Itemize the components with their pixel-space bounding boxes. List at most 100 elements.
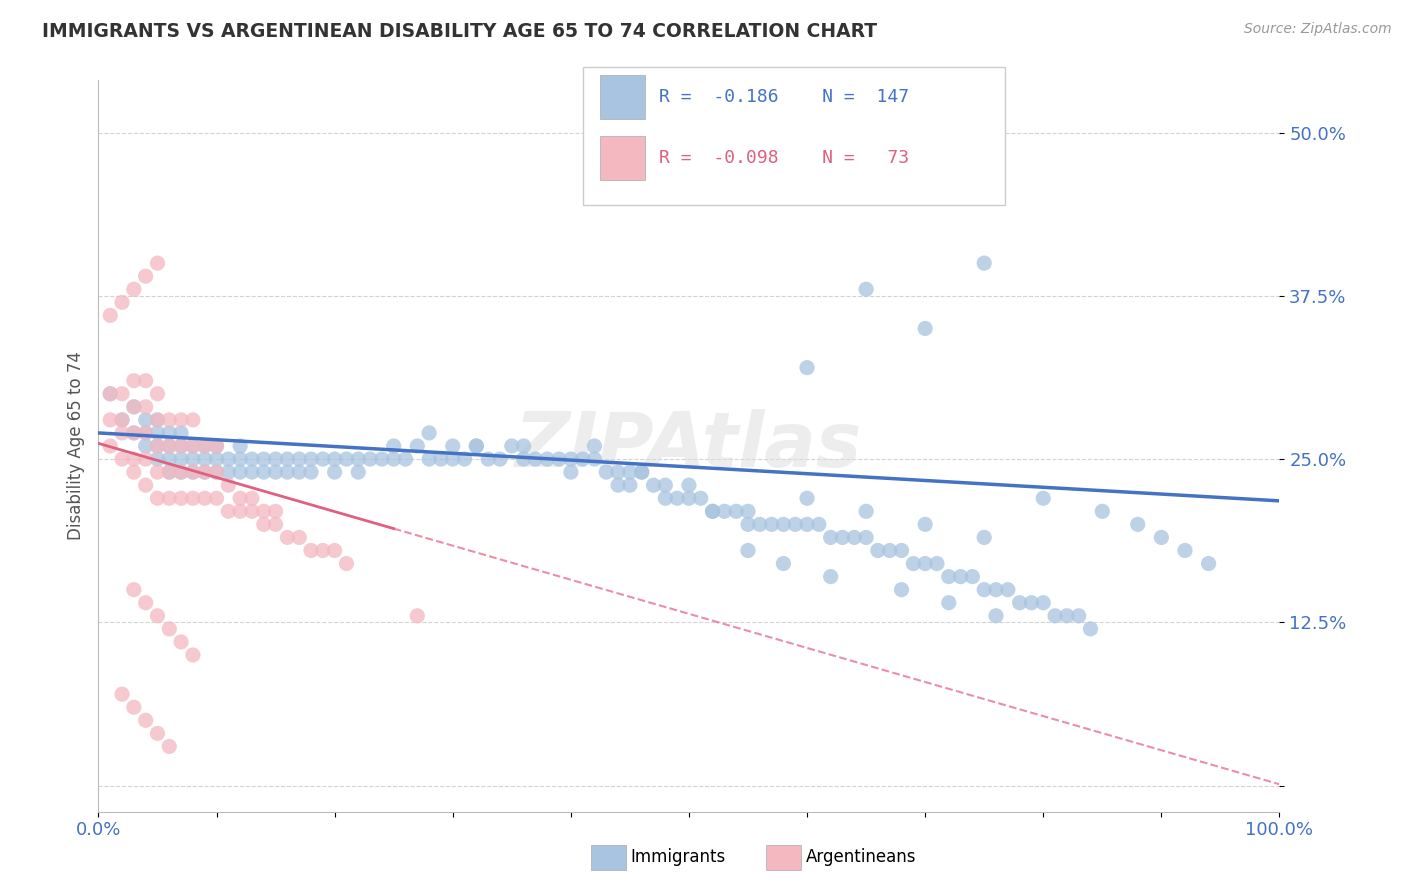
Point [737,543,759,558]
Point [98,413,121,427]
Point [571,452,593,467]
Point [135,374,157,388]
Point [323,543,346,558]
Point [465,439,488,453]
Point [737,517,759,532]
Point [371,452,394,467]
Point [441,439,464,453]
Point [135,269,157,284]
Point [288,530,311,544]
Point [135,425,157,440]
Point [796,491,818,506]
Point [170,635,193,649]
Point [122,582,145,597]
Point [181,439,204,453]
Point [205,439,228,453]
Point [111,687,134,701]
Point [938,596,960,610]
Text: ZIPAtlas: ZIPAtlas [515,409,863,483]
Point [347,465,370,479]
Point [240,504,263,518]
Point [264,504,287,518]
Point [122,374,145,388]
Point [501,439,523,453]
Point [157,413,180,427]
Point [643,478,665,492]
Point [382,452,405,467]
Point [772,557,794,571]
Point [122,425,145,440]
Point [276,465,298,479]
Point [170,413,193,427]
Point [157,439,180,453]
Point [181,439,204,453]
Point [973,530,995,544]
Point [796,517,818,532]
Point [725,504,748,518]
Point [335,557,357,571]
Point [111,425,134,440]
Point [820,569,842,583]
Point [181,491,204,506]
Point [925,557,948,571]
Point [157,439,180,453]
Point [181,452,204,467]
Point [866,543,889,558]
Point [583,452,606,467]
Point [761,517,783,532]
Point [984,582,1007,597]
Point [217,478,239,492]
Point [654,491,676,506]
Point [512,439,534,453]
Point [299,452,322,467]
Point [111,413,134,427]
Point [299,465,322,479]
Point [157,622,180,636]
Point [122,400,145,414]
Point [973,582,995,597]
Point [984,608,1007,623]
Point [702,504,724,518]
Point [205,439,228,453]
Point [135,596,157,610]
Point [122,465,145,479]
Point [111,413,134,427]
Point [181,413,204,427]
Point [98,386,121,401]
Point [489,452,512,467]
Point [430,452,453,467]
Point [630,465,652,479]
Point [170,491,193,506]
Point [312,543,335,558]
Point [689,491,711,506]
Point [1126,517,1149,532]
Point [536,452,558,467]
Point [748,517,770,532]
Point [1043,608,1066,623]
Point [217,465,239,479]
Point [335,452,357,467]
Point [122,400,145,414]
Point [382,439,405,453]
Point [181,465,204,479]
Point [135,425,157,440]
Point [855,530,877,544]
Point [157,739,180,754]
Point [820,530,842,544]
Point [560,452,582,467]
Point [229,491,252,506]
Point [194,439,217,453]
Point [253,517,276,532]
Point [406,439,429,453]
Text: R =  -0.098    N =   73: R = -0.098 N = 73 [659,149,910,167]
Point [276,452,298,467]
Point [135,714,157,728]
Point [146,256,169,270]
Point [111,386,134,401]
Point [288,465,311,479]
Point [914,557,936,571]
Point [170,439,193,453]
Point [157,465,180,479]
Point [146,491,169,506]
Point [264,517,287,532]
